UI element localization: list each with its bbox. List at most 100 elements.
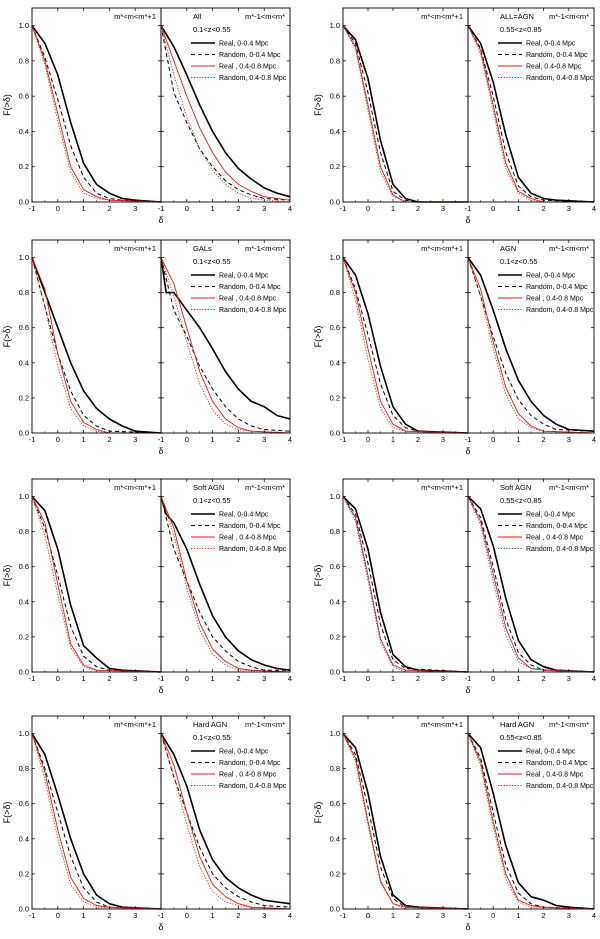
x-axis-label: δ bbox=[465, 922, 470, 932]
series-random-near-line bbox=[342, 496, 469, 673]
series-random-far-line bbox=[342, 733, 468, 910]
x-tick-label: 4 bbox=[592, 674, 596, 683]
x-tick-label: 3 bbox=[262, 204, 266, 213]
y-tick-label: 0.8 bbox=[330, 56, 340, 65]
x-tick-label: -1 bbox=[465, 911, 472, 920]
x-tick-label: 0 bbox=[56, 674, 60, 683]
magnitude-range-label: m*-1<m<m* bbox=[549, 244, 589, 253]
x-tick-label: 0 bbox=[185, 204, 189, 213]
plot-frame bbox=[160, 239, 291, 434]
x-tick-label: 0 bbox=[491, 911, 495, 920]
series-real-near-line bbox=[342, 25, 468, 203]
x-axis-label: δ bbox=[158, 215, 163, 225]
legend-label-real-near: Real, 0-0.4 Mpc bbox=[219, 41, 269, 48]
y-axis-label: F(>δ) bbox=[313, 326, 323, 348]
series-random-near-line bbox=[160, 733, 291, 908]
magnitude-range-label: m*-1<m<m* bbox=[245, 244, 285, 253]
y-tick-label: 0.6 bbox=[330, 562, 340, 571]
series-random-far-line bbox=[342, 257, 469, 434]
y-tick-label: 0.0 bbox=[330, 668, 340, 677]
x-tick-label: -1 bbox=[29, 204, 36, 213]
legend-label-random-near: Random, 0-0.4 Mpc bbox=[219, 523, 281, 530]
x-tick-label: 2 bbox=[236, 204, 240, 213]
series-real-near-line bbox=[31, 257, 162, 434]
x-tick-label: 0 bbox=[491, 204, 495, 213]
legend-label-random-far: Random, 0.4-0.8 Mpc bbox=[219, 783, 287, 790]
legend: Real, 0-0.4 Mpc Random, 0-0.4 Mpc Real , 0… bbox=[498, 512, 594, 553]
subplot-left: -1 0 1 2 3 m*<m<m*+1 bbox=[29, 478, 162, 683]
series-random-near-line bbox=[31, 25, 162, 203]
x-tick-label: -1 bbox=[158, 435, 165, 444]
legend-label-random-near: Random, 0-0.4 Mpc bbox=[526, 760, 588, 767]
x-tick-label: 2 bbox=[416, 204, 420, 213]
y-tick-label: 0.6 bbox=[19, 562, 29, 571]
legend: Real, 0-0.4 Mpc Random, 0-0.4 Mpc Real , 0… bbox=[191, 273, 287, 314]
x-tick-label: 3 bbox=[262, 911, 266, 920]
subplot-right: -1 0 1 2 3 4 m*-1<m<m* bbox=[158, 715, 292, 920]
series-random-far-line bbox=[31, 733, 162, 910]
subplot-right: -1 0 1 2 3 4 m*-1<m<m* bbox=[465, 7, 596, 213]
y-tick-label: 0.0 bbox=[330, 429, 340, 438]
plot-frame bbox=[342, 715, 469, 910]
y-tick-label: 0.8 bbox=[19, 288, 29, 297]
y-axis-label: F(>δ) bbox=[2, 326, 12, 348]
x-tick-label: 4 bbox=[288, 204, 292, 213]
panel-subtitle: 0.1<z<0.55 bbox=[500, 257, 538, 266]
legend-label-real-far: Real , 0.4-0.8 Mpc bbox=[526, 296, 584, 303]
x-tick-label: -1 bbox=[29, 435, 36, 444]
x-tick-label: 1 bbox=[211, 911, 215, 920]
y-tick-label: 0.0 bbox=[19, 429, 29, 438]
x-axis-label: δ bbox=[158, 446, 163, 456]
y-axis-label: F(>δ) bbox=[2, 94, 12, 116]
y-tick-label: 0.6 bbox=[330, 323, 340, 332]
x-tick-label: 4 bbox=[592, 204, 596, 213]
chart-panel-4: -1 0 1 2 3 m*<m<m*+1 -1 0 1 2 3 4 m*-1<m<m* 0.0 0.2 0.4… bbox=[313, 239, 596, 456]
x-tick-label: 1 bbox=[82, 674, 86, 683]
series-random-near-line bbox=[31, 733, 162, 910]
magnitude-range-label: m*-1<m<m* bbox=[549, 483, 589, 492]
subplot-right: -1 0 1 2 3 4 m*-1<m<m* bbox=[158, 7, 292, 213]
legend-label-random-far: Random, 0.4-0.8 Mpc bbox=[219, 75, 287, 82]
legend: Real, 0-0.4 Mpc Random, 0-0.4 Mpc Real , 0… bbox=[498, 749, 594, 790]
x-tick-label: 0 bbox=[185, 435, 189, 444]
y-tick-label: 0.0 bbox=[19, 198, 29, 207]
x-tick-label: 0 bbox=[56, 911, 60, 920]
series-real-near-line bbox=[467, 257, 595, 432]
x-tick-label: -1 bbox=[465, 674, 472, 683]
x-axis-label: δ bbox=[465, 685, 470, 695]
series-random-near-line bbox=[160, 257, 291, 432]
x-tick-label: 3 bbox=[441, 204, 445, 213]
y-axis-label: F(>δ) bbox=[2, 802, 12, 824]
legend-label-real-far: Real , 0.4-0.8 Mpc bbox=[219, 296, 277, 303]
magnitude-range-label: m*-1<m<m* bbox=[549, 720, 589, 729]
chart-panel-5: -1 0 1 2 3 m*<m<m*+1 -1 0 1 2 3 4 m*-1<m<m* 0.0 0.2 0.4… bbox=[2, 478, 292, 695]
chart-panel-6: -1 0 1 2 3 m*<m<m*+1 -1 0 1 2 3 4 m*-1<m<m* 0.0 0.2 0.4… bbox=[313, 478, 596, 695]
x-tick-label: 4 bbox=[288, 911, 292, 920]
legend-label-real-far: Real , 0.4-0.8 Mpc bbox=[219, 535, 277, 542]
x-tick-label: 2 bbox=[542, 435, 546, 444]
legend-label-real-far: Real , 0.4-0.8 Mpc bbox=[219, 64, 277, 71]
plot-frame bbox=[467, 7, 595, 203]
panel-subtitle: 0.1<z<0.55 bbox=[193, 496, 231, 505]
plot-frame bbox=[160, 478, 291, 673]
series-random-near-line bbox=[31, 257, 162, 434]
y-tick-label: 0.6 bbox=[330, 799, 340, 808]
x-tick-label: -1 bbox=[340, 911, 347, 920]
legend-label-real-far: Real, 0.4-0.8 Mpc bbox=[526, 64, 582, 71]
subplot-right: -1 0 1 2 3 4 m*-1<m<m* bbox=[158, 478, 292, 683]
plot-frame bbox=[467, 239, 595, 434]
x-tick-label: 0 bbox=[185, 911, 189, 920]
legend-label-real-near: Real, 0-0.4 Mpc bbox=[526, 273, 576, 280]
series-real-near-line bbox=[467, 25, 595, 203]
x-tick-label: 1 bbox=[391, 435, 395, 444]
legend-label-random-near: Random, 0-0.4 Mpc bbox=[219, 284, 281, 291]
series-real-far-line bbox=[31, 733, 162, 910]
panel-title: All bbox=[193, 12, 202, 21]
x-tick-label: 3 bbox=[567, 911, 571, 920]
subplot-right: -1 0 1 2 3 4 m*-1<m<m* bbox=[465, 478, 596, 683]
x-tick-label: 3 bbox=[133, 674, 137, 683]
y-tick-label: 0.8 bbox=[330, 764, 340, 773]
magnitude-range-label: m*-1<m<m* bbox=[245, 720, 285, 729]
series-real-far-line bbox=[467, 733, 595, 910]
legend-label-random-far: Random, 0.4-0.8 Mpc bbox=[219, 546, 287, 553]
